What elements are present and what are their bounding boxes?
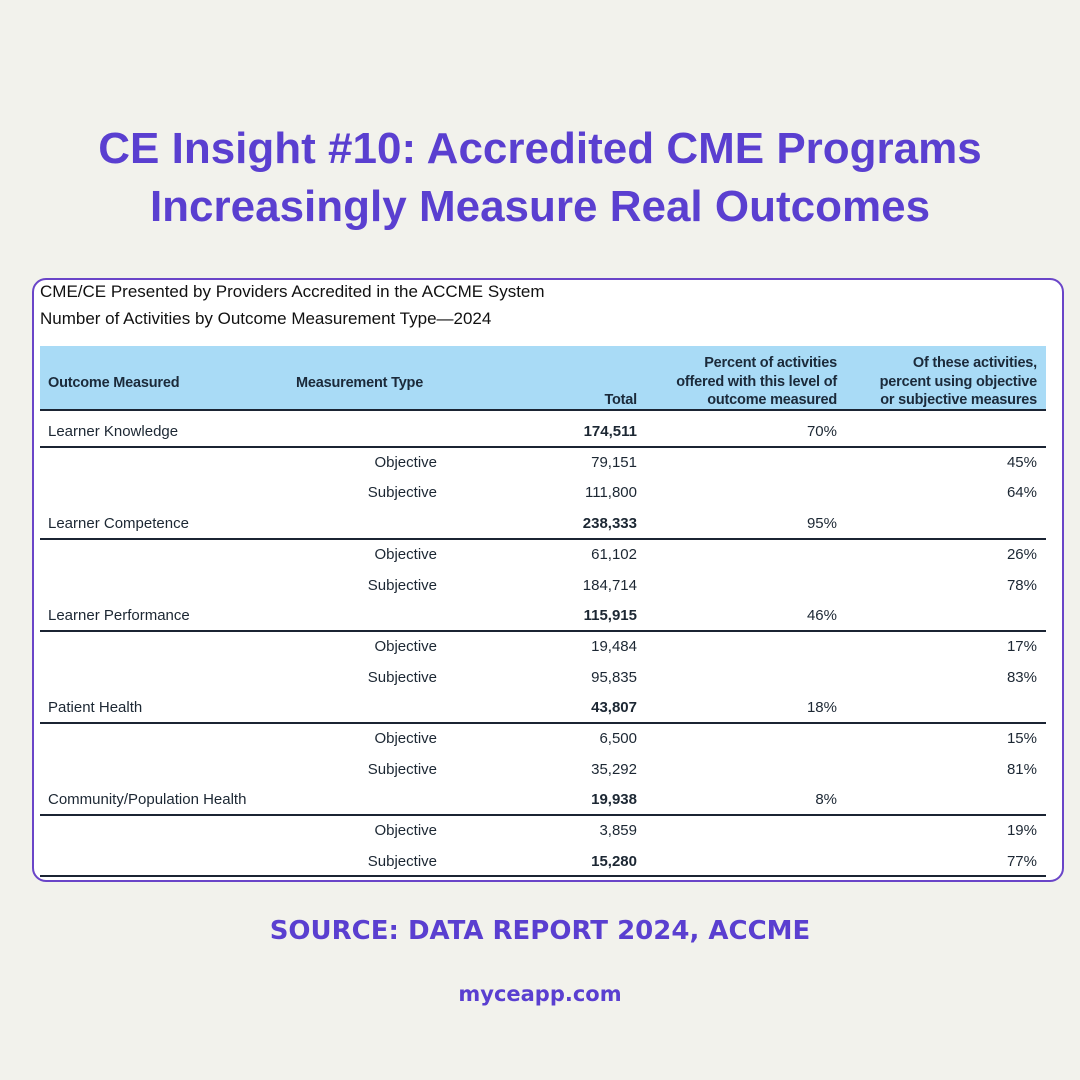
outcome-row: Patient Health 43,807 18% — [40, 693, 1046, 724]
outcome-row: Learner Performance 115,915 46% — [40, 601, 1046, 632]
outcome-cell: Community/Population Health — [48, 791, 247, 809]
measurement-row: Subjective 95,835 83% — [40, 663, 1046, 694]
source-note: SOURCE: DATA REPORT 2024, ACCME — [269, 916, 811, 946]
header-of-these-line: Of these activities, — [912, 355, 1037, 371]
share-cell: 64% — [1006, 484, 1037, 502]
type-cell: Objective — [374, 545, 437, 563]
header-percent-line: offered with this level of — [676, 373, 837, 390]
page-title: CE Insight #10: Accredited CME Programs … — [0, 120, 1080, 236]
header-percent-line: Percent of activities — [704, 355, 837, 371]
outcome-row: Learner Competence 238,333 95% — [40, 509, 1046, 540]
header-of-these-line: percent using objective — [879, 373, 1038, 390]
share-cell: 17% — [1006, 637, 1037, 655]
table-subcaption: Number of Activities by Outcome Measurem… — [40, 309, 492, 328]
total-cell: 95,835 — [591, 668, 637, 686]
percent-cell: 8% — [815, 791, 837, 809]
total-cell: 111,800 — [585, 484, 637, 502]
type-cell: Objective — [374, 730, 437, 747]
measurement-row: Subjective 184,714 78% — [40, 571, 1046, 602]
percent-cell: 46% — [806, 607, 837, 625]
outcome-cell: Learner Performance — [48, 607, 190, 625]
total-cell: 3,859 — [599, 822, 637, 840]
measurement-row: Objective 79,151 45% — [40, 448, 1046, 479]
type-cell: Subjective — [367, 484, 437, 502]
percent-cell: 70% — [806, 423, 837, 440]
type-cell: Subjective — [367, 668, 437, 686]
percent-cell: 95% — [806, 515, 837, 533]
total-cell: 115,915 — [583, 607, 637, 625]
table-caption: CME/CE Presented by Providers Accredited… — [40, 282, 545, 301]
header-percent: Percent of activities offered with this … — [676, 354, 837, 410]
header-type: Measurement Type — [296, 375, 424, 391]
measurement-row: Objective 6,500 15% — [40, 724, 1046, 755]
measurement-row: Subjective 35,292 81% — [40, 755, 1046, 786]
total-cell: 238,333 — [582, 515, 637, 533]
type-cell: Objective — [374, 453, 437, 471]
share-cell: 77% — [1006, 852, 1037, 870]
share-cell: 83% — [1006, 668, 1037, 686]
outcome-row: Learner Knowledge 174,511 70% — [40, 417, 1046, 448]
share-cell: 78% — [1006, 576, 1037, 594]
header-of-these-line: or subjective measures — [880, 392, 1037, 408]
total-cell: 19,938 — [591, 791, 637, 809]
measurement-row: Subjective 111,800 64% — [40, 478, 1046, 509]
total-cell: 61,102 — [591, 545, 637, 563]
measurement-row: Objective 19,484 17% — [40, 632, 1046, 663]
title-line-2: Increasingly Measure Real Outcomes — [149, 182, 931, 231]
measurement-row: Objective 61,102 26% — [40, 540, 1046, 571]
header-of-these: Of these activities, percent using objec… — [879, 354, 1038, 410]
share-cell: 19% — [1006, 822, 1037, 840]
measurement-row: Objective 3,859 19% — [40, 816, 1046, 847]
total-cell: 184,714 — [582, 576, 637, 594]
share-cell: 15% — [1006, 730, 1037, 747]
title-line-1: CE Insight #10: Accredited CME Programs — [98, 124, 982, 173]
outcome-cell: Learner Competence — [48, 515, 189, 533]
header-outcome: Outcome Measured — [48, 375, 180, 391]
total-cell: 174,511 — [583, 423, 637, 440]
type-cell: Subjective — [367, 760, 437, 778]
table-header: Outcome Measured Measurement Type Total … — [40, 346, 1046, 411]
outcome-cell: Patient Health — [48, 699, 143, 717]
type-cell: Subjective — [367, 576, 437, 594]
total-cell: 79,151 — [591, 453, 637, 471]
type-cell: Objective — [374, 637, 437, 655]
total-cell: 43,807 — [591, 699, 637, 717]
outcome-cell: Learner Knowledge — [48, 423, 179, 440]
total-cell: 19,484 — [591, 637, 637, 655]
total-cell: 6,500 — [599, 730, 637, 747]
type-cell: Subjective — [367, 852, 437, 870]
outcome-row: Community/Population Health 19,938 8% — [40, 785, 1046, 817]
header-total: Total — [604, 392, 637, 408]
total-cell: 15,280 — [591, 852, 637, 870]
total-cell: 35,292 — [591, 760, 637, 778]
outcome-row: Subjective 15,280 77% — [40, 847, 1046, 878]
percent-cell: 18% — [806, 699, 837, 717]
share-cell: 45% — [1006, 453, 1037, 471]
website-link[interactable]: myceapp.com — [458, 982, 622, 1006]
share-cell: 81% — [1006, 760, 1037, 778]
share-cell: 26% — [1006, 545, 1037, 563]
header-percent-line: outcome measured — [707, 392, 837, 408]
type-cell: Objective — [374, 822, 437, 840]
